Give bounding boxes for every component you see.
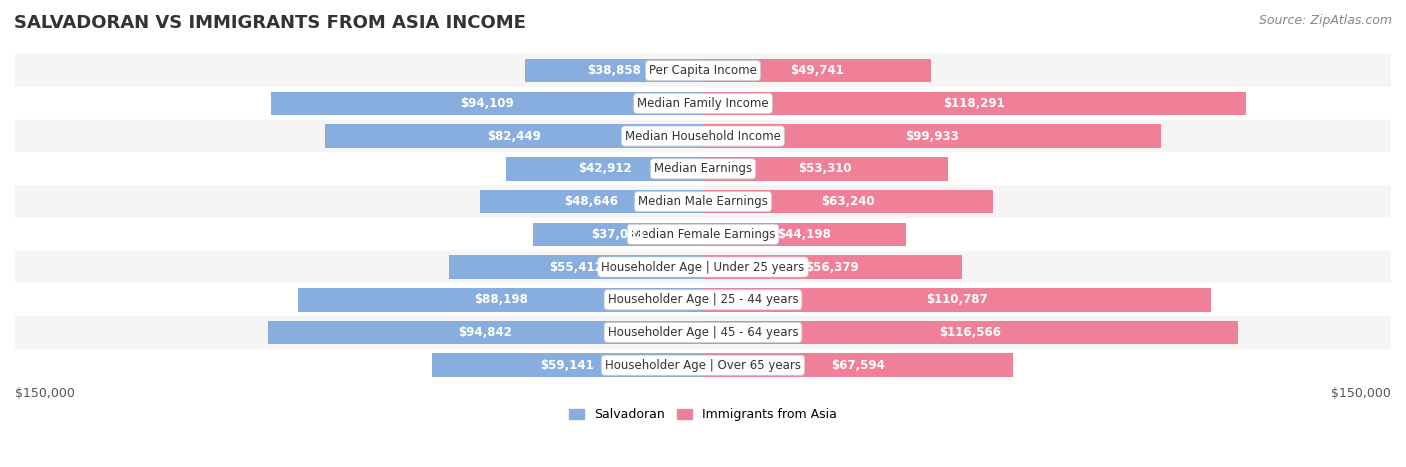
Bar [15, 349, 1391, 382]
Text: Householder Age | 45 - 64 years: Householder Age | 45 - 64 years [607, 326, 799, 339]
Bar [432, 354, 703, 377]
Bar [15, 54, 1391, 87]
Text: Householder Age | Over 65 years: Householder Age | Over 65 years [605, 359, 801, 372]
Bar [703, 255, 962, 279]
Text: $56,379: $56,379 [806, 261, 859, 274]
Bar [703, 354, 1014, 377]
Bar [15, 87, 1391, 120]
Text: $44,198: $44,198 [778, 228, 831, 241]
Text: Per Capita Income: Per Capita Income [650, 64, 756, 77]
Text: $150,000: $150,000 [15, 387, 75, 399]
Text: $59,141: $59,141 [540, 359, 595, 372]
Text: $37,083: $37,083 [591, 228, 645, 241]
Text: $99,933: $99,933 [905, 129, 959, 142]
Text: Median Earnings: Median Earnings [654, 163, 752, 175]
Legend: Salvadoran, Immigrants from Asia: Salvadoran, Immigrants from Asia [564, 403, 842, 426]
Text: $53,310: $53,310 [799, 163, 852, 175]
Text: SALVADORAN VS IMMIGRANTS FROM ASIA INCOME: SALVADORAN VS IMMIGRANTS FROM ASIA INCOM… [14, 14, 526, 32]
Bar [506, 157, 703, 181]
Text: $63,240: $63,240 [821, 195, 875, 208]
Text: Householder Age | Under 25 years: Householder Age | Under 25 years [602, 261, 804, 274]
Bar [15, 316, 1391, 349]
Bar [703, 222, 905, 246]
Text: Source: ZipAtlas.com: Source: ZipAtlas.com [1258, 14, 1392, 27]
Bar [703, 124, 1161, 148]
Text: Median Male Earnings: Median Male Earnings [638, 195, 768, 208]
Text: $42,912: $42,912 [578, 163, 631, 175]
Bar [703, 92, 1246, 115]
Bar [325, 124, 703, 148]
Bar [271, 92, 703, 115]
Bar [703, 321, 1237, 344]
Bar [15, 251, 1391, 283]
Bar [524, 59, 703, 82]
Bar [15, 152, 1391, 185]
Text: $150,000: $150,000 [1331, 387, 1391, 399]
Text: Median Household Income: Median Household Income [626, 129, 780, 142]
Bar [269, 321, 703, 344]
Bar [703, 288, 1211, 311]
Bar [703, 190, 993, 213]
Bar [15, 185, 1391, 218]
Text: $116,566: $116,566 [939, 326, 1001, 339]
Bar [15, 283, 1391, 316]
Bar [15, 120, 1391, 152]
Text: Householder Age | 25 - 44 years: Householder Age | 25 - 44 years [607, 293, 799, 306]
Bar [533, 222, 703, 246]
Bar [703, 59, 931, 82]
Bar [15, 218, 1391, 251]
Text: $48,646: $48,646 [564, 195, 619, 208]
Text: $67,594: $67,594 [831, 359, 884, 372]
Text: $38,858: $38,858 [586, 64, 641, 77]
Text: $49,741: $49,741 [790, 64, 844, 77]
Text: $110,787: $110,787 [927, 293, 988, 306]
Text: $55,412: $55,412 [550, 261, 603, 274]
Bar [298, 288, 703, 311]
Bar [449, 255, 703, 279]
Text: $94,109: $94,109 [460, 97, 515, 110]
Text: $82,449: $82,449 [486, 129, 541, 142]
Bar [703, 157, 948, 181]
Text: Median Family Income: Median Family Income [637, 97, 769, 110]
Text: $88,198: $88,198 [474, 293, 527, 306]
Text: $118,291: $118,291 [943, 97, 1005, 110]
Text: Median Female Earnings: Median Female Earnings [631, 228, 775, 241]
Bar [479, 190, 703, 213]
Text: $94,842: $94,842 [458, 326, 512, 339]
